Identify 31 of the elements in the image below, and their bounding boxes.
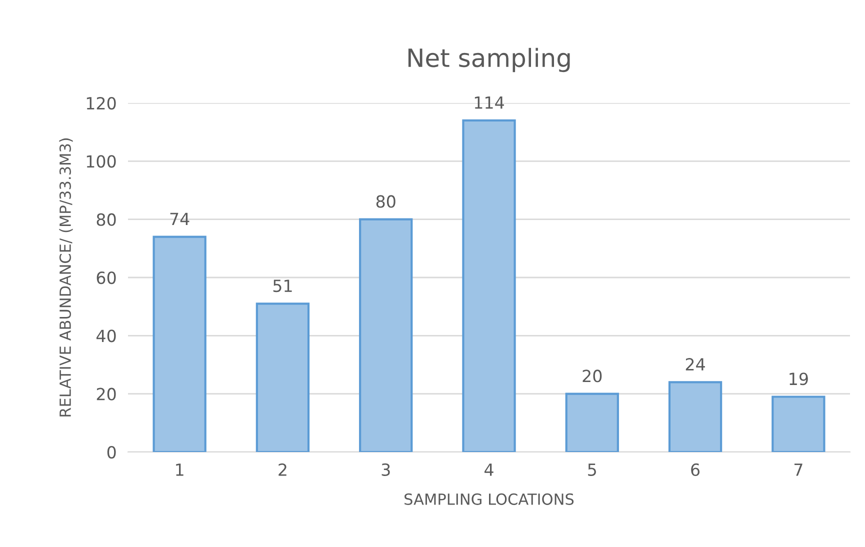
x-tick-label: 3 — [382, 463, 390, 476]
x-tick-label: 2 — [278, 463, 286, 476]
x-tick-label: 6 — [691, 463, 700, 476]
y-tick-label: 40 — [96, 330, 116, 342]
y-tick-label: 20 — [96, 388, 116, 400]
data-label: 80 — [376, 195, 396, 208]
data-label: 74 — [170, 212, 190, 225]
bar — [668, 381, 722, 452]
x-tick-label: 7 — [794, 464, 802, 476]
data-label: 114 — [474, 96, 504, 109]
y-tick-label: 100 — [86, 155, 116, 168]
bar — [256, 302, 310, 452]
bar — [565, 392, 619, 452]
y-tick-label: 120 — [86, 96, 116, 110]
bar — [359, 218, 413, 452]
data-label: 19 — [790, 372, 808, 386]
y-tick-label: 80 — [96, 213, 116, 226]
y-tick-label: 60 — [96, 271, 116, 284]
x-tick-label: 1 — [176, 464, 184, 476]
chart-title: Net sampling — [408, 48, 570, 72]
y-axis-title: RELATIVE ABUNDANCE/ (MP/33.3M3) — [59, 138, 73, 416]
x-axis-title: SAMPLING LOCATIONS — [404, 493, 574, 505]
x-tick-label: 4 — [484, 464, 494, 476]
data-label: 51 — [273, 280, 292, 292]
x-tick-label: 5 — [588, 464, 596, 476]
bar — [772, 396, 826, 452]
y-tick-label: 0 — [107, 446, 116, 459]
data-label: 24 — [686, 358, 705, 370]
bar — [152, 236, 206, 452]
data-label: 20 — [582, 370, 602, 382]
bar — [462, 119, 516, 452]
